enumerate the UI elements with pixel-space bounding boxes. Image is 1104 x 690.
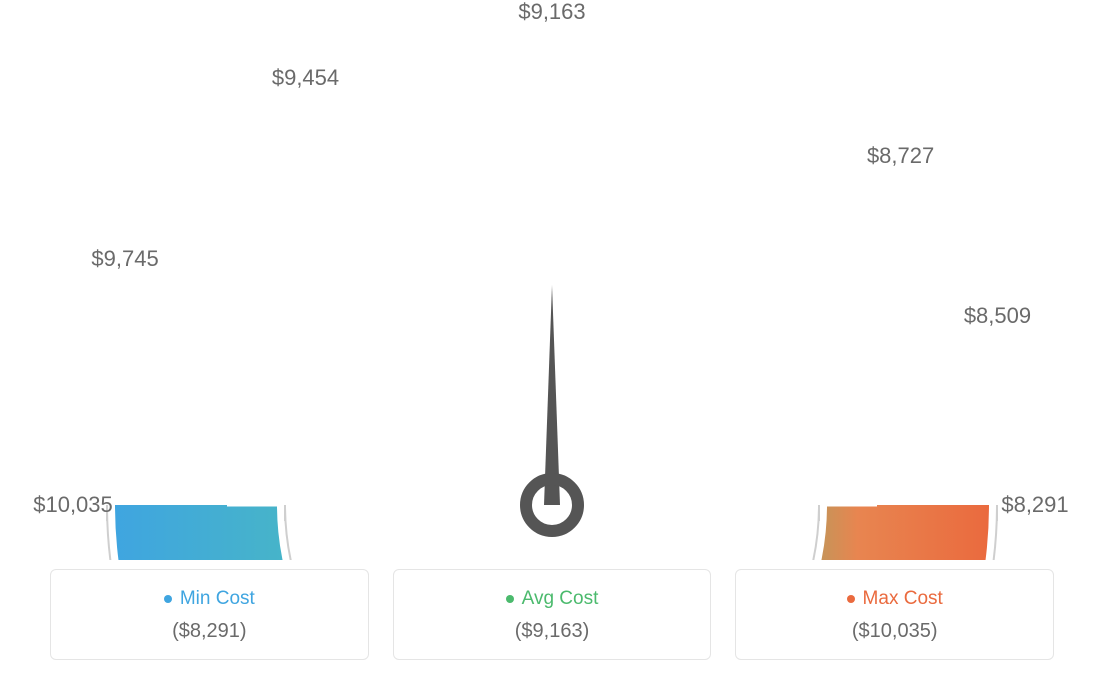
gauge-chart: $8,291 $8,509 $8,727 $9,163 $9,454 $9,745 $10,… (0, 0, 1104, 560)
legend-value-min: ($8,291) (61, 620, 358, 643)
gauge-tick-label: $8,509 (964, 303, 1031, 329)
legend-title-max: Max Cost (847, 588, 943, 610)
legend-card-max: Max Cost ($10,035) (735, 569, 1054, 660)
legend-card-avg: Avg Cost ($9,163) (393, 569, 712, 660)
legend-title-avg-text: Avg Cost (522, 588, 599, 610)
legend-dot-avg (506, 595, 514, 603)
gauge-tick-label: $9,163 (518, 0, 585, 25)
gauge-tick-label: $8,727 (867, 143, 934, 169)
gauge-tick-label: $10,035 (33, 492, 113, 518)
legend-title-min-text: Min Cost (180, 588, 255, 610)
cost-gauge-container: $8,291 $8,509 $8,727 $9,163 $9,454 $9,745 $10,… (0, 0, 1104, 690)
gauge-tick-label: $8,291 (1001, 492, 1068, 518)
gauge-tick-label: $9,745 (91, 246, 158, 272)
legend-card-min: Min Cost ($8,291) (50, 569, 369, 660)
legend-title-max-text: Max Cost (863, 588, 943, 610)
legend-dot-max (847, 595, 855, 603)
legend-value-avg: ($9,163) (404, 620, 701, 643)
legend-title-avg: Avg Cost (506, 588, 599, 610)
legend-dot-min (164, 595, 172, 603)
legend-value-max: ($10,035) (746, 620, 1043, 643)
legend-title-min: Min Cost (164, 588, 255, 610)
gauge-tick-label: $9,454 (272, 65, 339, 91)
legend-row: Min Cost ($8,291) Avg Cost ($9,163) Max … (50, 569, 1054, 660)
